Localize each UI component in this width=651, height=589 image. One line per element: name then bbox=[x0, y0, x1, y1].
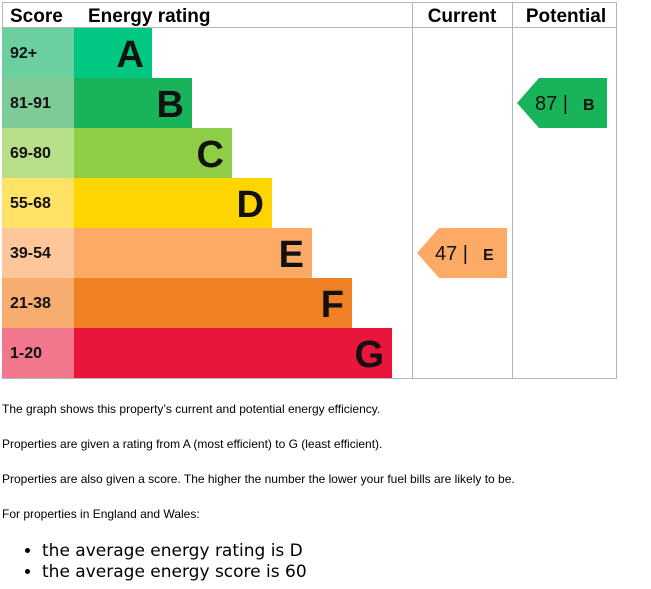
grid-layer bbox=[2, 2, 617, 379]
score-cell-f bbox=[2, 278, 74, 328]
rating-letter-a: A bbox=[117, 34, 144, 76]
rating-letter-c: C bbox=[197, 134, 224, 176]
description-current-potential: The graph shows this property’s current … bbox=[2, 402, 381, 416]
score-range-a: 92+ bbox=[10, 45, 37, 62]
rating-bar-e bbox=[74, 228, 312, 278]
score-column-header: Score bbox=[10, 6, 63, 27]
rating-letter-e: E bbox=[279, 234, 304, 276]
average-score-item: the average energy score is 60 bbox=[42, 562, 307, 583]
description-region: For properties in England and Wales: bbox=[2, 507, 200, 521]
bands-layer: 92+ A 81-91 B 69-80 C 55-68 D 39-54 E 21-38 F 1-20 G bbox=[2, 28, 392, 378]
rating-letter-d: D bbox=[237, 184, 264, 226]
description-score: Properties are also given a score. The h… bbox=[2, 472, 515, 486]
current-column-header: Current bbox=[428, 6, 497, 27]
energy-rating-chart: 92+ A81-91 B69-80 C55-68 D39-54 E21-38 F1-20 G … bbox=[2, 2, 617, 379]
potential-rating-score: 87 | bbox=[535, 93, 568, 115]
score-cell-g bbox=[2, 328, 74, 378]
rating-letter-b: B bbox=[157, 84, 184, 126]
current-rating-letter: E bbox=[483, 247, 494, 264]
potential-column-header: Potential bbox=[526, 6, 606, 27]
potential-rating-arrow bbox=[517, 78, 607, 128]
score-range-c: 69-80 bbox=[10, 145, 51, 162]
score-cell-c bbox=[2, 128, 74, 178]
score-cell-d bbox=[2, 178, 74, 228]
current-rating-score: 47 | bbox=[435, 243, 468, 265]
rating-bar-a bbox=[74, 28, 152, 78]
rating-bar-d bbox=[74, 178, 272, 228]
averages-list: the average energy rating is D the avera… bbox=[22, 541, 307, 583]
description-rating-scale: Properties are given a rating from A (mo… bbox=[2, 437, 383, 451]
rating-bar-c bbox=[74, 128, 232, 178]
rating-letter-f: F bbox=[321, 284, 344, 326]
score-range-b: 81-91 bbox=[10, 95, 51, 112]
score-range-d: 55-68 bbox=[10, 195, 51, 212]
rating-bar-g bbox=[74, 328, 392, 378]
score-range-f: 21-38 bbox=[10, 295, 51, 312]
potential-rating-letter: B bbox=[583, 97, 595, 114]
score-cell-a bbox=[2, 28, 74, 78]
energy-rating-column-header: Energy rating bbox=[88, 6, 210, 27]
score-range-g: 1-20 bbox=[10, 345, 42, 362]
score-range-e: 39-54 bbox=[10, 245, 51, 262]
current-rating-arrow bbox=[417, 228, 507, 278]
arrows-layer: 47 | E 87 | B bbox=[417, 78, 607, 278]
rating-letter-g: G bbox=[354, 334, 384, 376]
rating-bar-b bbox=[74, 78, 192, 128]
rating-bar-f bbox=[74, 278, 352, 328]
score-cell-b bbox=[2, 78, 74, 128]
score-cell-e bbox=[2, 228, 74, 278]
average-rating-item: the average energy rating is D bbox=[42, 541, 307, 562]
